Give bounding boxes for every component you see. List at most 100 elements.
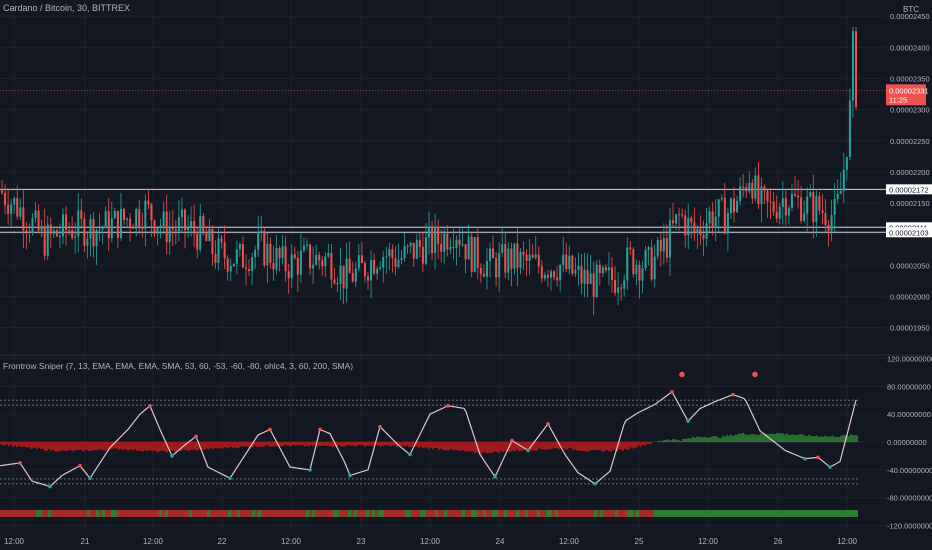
histogram-bar	[176, 442, 178, 452]
histogram-bar	[710, 436, 712, 442]
candle-body	[199, 216, 202, 250]
trend-strip-cell	[495, 510, 498, 517]
oscillator-tick-label: -40.00000000	[887, 466, 932, 475]
trend-strip-cell	[363, 510, 366, 517]
candle-body	[339, 265, 342, 284]
histogram-bar	[802, 434, 804, 442]
histogram-bar	[278, 442, 280, 446]
candle-body	[745, 187, 748, 192]
trend-strip-cell	[39, 510, 42, 517]
candle-body	[153, 220, 156, 234]
oscillator-dot	[510, 438, 514, 443]
trend-strip-cell	[714, 510, 717, 517]
histogram-bar	[740, 433, 742, 442]
trend-strip-cell	[687, 510, 690, 517]
histogram-bar	[718, 437, 720, 442]
histogram-bar	[72, 442, 74, 452]
trend-strip-cell	[228, 510, 231, 517]
candle-body	[367, 276, 369, 281]
histogram-bar	[460, 442, 462, 451]
candle-body	[373, 259, 376, 274]
trend-strip-cell	[306, 510, 309, 517]
histogram-bar	[56, 442, 58, 452]
histogram-bar	[14, 442, 16, 446]
histogram-bar	[312, 442, 314, 447]
oscillator-line	[0, 390, 857, 488]
candle-body	[553, 271, 556, 278]
oscillator-axis[interactable]: 120.00000000 80.00000000 40.00000000 0.0000…	[887, 354, 932, 530]
histogram-bar	[214, 442, 216, 448]
time-tick-label: 12:00	[4, 537, 25, 546]
histogram-bar	[80, 442, 82, 450]
candle-body	[126, 218, 129, 220]
histogram-bar	[186, 442, 188, 451]
histogram-bar	[810, 435, 812, 442]
candle-body	[16, 197, 19, 217]
histogram-bar	[700, 436, 702, 442]
indicator-title[interactable]: Frontrow Sniper (7, 13, EMA, EMA, EMA, S…	[3, 361, 354, 371]
trend-strip-cell	[246, 510, 249, 517]
symbol-title[interactable]: Cardano / Bitcoin, 30, BITTREX	[3, 3, 131, 13]
histogram-bar	[410, 442, 412, 447]
histogram-bar	[650, 442, 652, 445]
trend-strip-cell	[438, 510, 441, 517]
histogram-bar	[682, 438, 684, 442]
trend-strip-cell	[81, 510, 84, 517]
candle-body	[681, 214, 684, 216]
oscillator-pane[interactable]	[0, 371, 860, 517]
histogram-bar	[180, 442, 182, 452]
candle-body	[31, 218, 34, 233]
histogram-bar	[484, 442, 486, 453]
candle-body	[40, 226, 43, 231]
candle-body	[467, 236, 470, 260]
candle-body	[180, 209, 183, 218]
trend-strip-cell	[276, 510, 279, 517]
price-pane[interactable]	[0, 26, 886, 316]
oscillator-dot	[686, 419, 690, 423]
candle-body	[501, 243, 504, 253]
histogram-bar	[96, 442, 98, 450]
histogram-bar	[852, 434, 854, 442]
candle-body	[4, 192, 7, 205]
histogram-bar	[818, 436, 820, 442]
trend-strip-cell	[54, 510, 57, 517]
trend-strip-cell	[99, 510, 102, 517]
trend-strip-cell	[645, 510, 648, 517]
histogram-bar	[648, 442, 650, 445]
trend-strip-cell	[243, 510, 246, 517]
candle-body	[550, 271, 552, 278]
trend-strip-cell	[666, 510, 669, 517]
trend-strip-cell	[336, 510, 339, 517]
trend-strip-cell	[606, 510, 609, 517]
candle-body	[360, 255, 363, 263]
histogram-bar	[830, 436, 832, 442]
histogram-bar	[378, 442, 380, 446]
candle-body	[150, 204, 153, 221]
trend-strip-cell	[48, 510, 51, 517]
candle-body	[507, 248, 510, 273]
trend-strip-cell	[27, 510, 30, 517]
trend-strip-cell	[549, 510, 552, 517]
histogram-bar	[676, 439, 678, 442]
histogram-bar	[620, 442, 622, 450]
histogram-bar	[660, 441, 662, 442]
histogram-bar	[238, 442, 240, 448]
trend-strip-cell	[474, 510, 477, 517]
histogram-bar	[610, 442, 612, 452]
histogram-bar	[0, 442, 2, 445]
trend-strip-cell	[681, 510, 684, 517]
histogram-bar	[280, 442, 282, 447]
oscillator-dot	[148, 403, 152, 408]
histogram-bar	[130, 442, 132, 449]
histogram-bar	[452, 442, 454, 450]
time-axis[interactable]: 12:00 21 12:00 22 12:00 23 12:00 24 12:00 25 12:00…	[4, 537, 858, 546]
histogram-bar	[128, 442, 130, 451]
histogram-bar	[24, 442, 26, 447]
trend-strip-cell	[510, 510, 513, 517]
histogram-bar	[600, 442, 602, 451]
time-tick-label: 12:00	[559, 537, 580, 546]
candle-body	[46, 224, 49, 256]
candle-body	[315, 254, 318, 265]
trend-strip-cell	[693, 510, 696, 517]
